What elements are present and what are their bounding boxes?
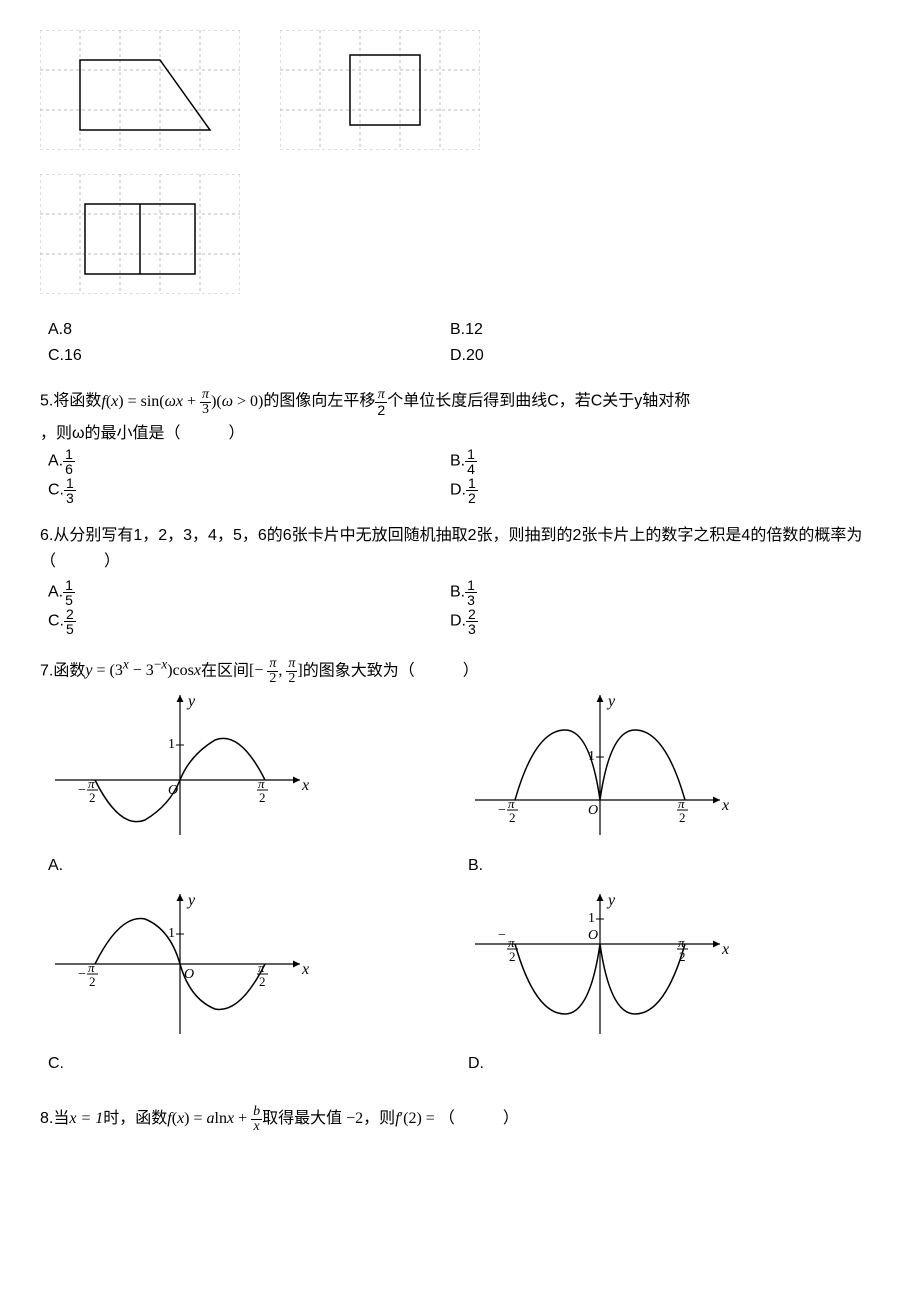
grid-trapezoid	[40, 30, 240, 159]
svg-text:O: O	[588, 803, 598, 818]
q7-graph-a: y x O 1 − π 2 π 2 A.	[40, 690, 460, 878]
question-4-figures: A.8 B.12 C.16 D.20	[40, 30, 890, 368]
q6-option-d: D.23	[450, 607, 890, 636]
q5-option-a: A.16	[40, 447, 450, 476]
q7-graph-c: y x O 1 − π 2 π 2 C.	[40, 889, 460, 1077]
svg-text:1: 1	[168, 737, 175, 752]
q4-option-a: A.8	[40, 317, 450, 343]
svg-text:π: π	[508, 796, 515, 811]
svg-text:π: π	[88, 776, 95, 791]
q6-text: 6.从分别写有1，2，3，4，5，6的6张卡片中无放回随机抽取2张，则抽到的2张…	[40, 523, 890, 574]
grid-square	[280, 30, 480, 159]
q8-cond: x = 1	[69, 1110, 103, 1127]
q7-mid: 在区间	[201, 662, 249, 679]
svg-text:π: π	[678, 935, 685, 950]
svg-text:y: y	[606, 892, 616, 909]
svg-text:π: π	[508, 935, 515, 950]
svg-text:2: 2	[259, 790, 266, 805]
q5-option-b: B.14	[450, 447, 890, 476]
grid-row-1	[40, 30, 890, 159]
svg-text:x: x	[301, 777, 309, 794]
q8-formula: f(x) = alnx + bx	[167, 1110, 262, 1127]
question-7: 7.函数y = (3x − 3−x)cosx在区间[− π2, π2]的图象大致…	[40, 654, 890, 1087]
q7-graph-b: y x O 1 − π 2 π 2 B.	[460, 690, 880, 878]
q7-graph-options: y x O 1 − π 2 π 2 A. y x	[40, 690, 890, 1086]
q7-label-b: B.	[460, 853, 880, 879]
q4-options: A.8 B.12	[40, 317, 890, 343]
svg-text:2: 2	[679, 810, 686, 825]
q4-option-d: D.20	[450, 343, 890, 369]
q8-mid2: 取得最大值	[262, 1110, 342, 1127]
q4-option-b: B.12	[450, 317, 890, 343]
svg-text:2: 2	[89, 790, 96, 805]
svg-text:2: 2	[679, 949, 686, 964]
q7-label-a: A.	[40, 853, 460, 879]
svg-text:2: 2	[89, 974, 96, 989]
q5-mid: 的图像向左平移	[263, 393, 375, 410]
q7-formula2: [− π2, π2]	[249, 662, 303, 679]
svg-text:−: −	[498, 928, 506, 943]
q8-mid3: ，则	[363, 1110, 395, 1127]
svg-text:1: 1	[588, 749, 595, 764]
q7-graph-d: y x O 1 − π 2 π 2 D.	[460, 889, 880, 1077]
q5-option-c: C.13	[40, 476, 450, 505]
q8-suffix: （ ）	[439, 1110, 519, 1127]
svg-text:y: y	[186, 693, 196, 710]
svg-text:−: −	[498, 803, 506, 818]
svg-text:y: y	[186, 892, 196, 909]
grid-row-2	[40, 174, 890, 303]
question-6: 6.从分别写有1，2，3，4，5，6的6张卡片中无放回随机抽取2张，则抽到的2张…	[40, 523, 890, 636]
q8-prefix: 8.当	[40, 1110, 69, 1127]
svg-text:x: x	[721, 941, 729, 958]
q8-f2: f′(2) =	[395, 1110, 439, 1127]
q4-option-c: C.16	[40, 343, 450, 369]
q5-option-d: D.12	[450, 476, 890, 505]
svg-text:O: O	[588, 928, 598, 943]
q7-prefix: 7.函数	[40, 662, 85, 679]
q5-prefix: 5.将函数	[40, 393, 101, 410]
q6-option-c: C.25	[40, 607, 450, 636]
q8-mid1: 时，函数	[103, 1110, 167, 1127]
svg-text:x: x	[301, 961, 309, 978]
svg-text:x: x	[721, 797, 729, 814]
svg-text:O: O	[168, 783, 178, 798]
q6-option-b: B.13	[450, 578, 890, 607]
q5-line2: ，则ω的最小值是（ ）	[40, 421, 890, 447]
grid-rectangle	[40, 174, 240, 303]
svg-text:π: π	[88, 960, 95, 975]
q5-formula: f(x) = sin(ωx + π3)(ω > 0)	[101, 393, 263, 410]
svg-text:π: π	[258, 776, 265, 791]
svg-text:−: −	[78, 783, 86, 798]
svg-text:1: 1	[168, 926, 175, 941]
question-5: 5.将函数f(x) = sin(ωx + π3)(ω > 0)的图像向左平移π2…	[40, 386, 890, 505]
question-8: 8.当x = 1时，函数f(x) = alnx + bx取得最大值 −2，则f′…	[40, 1105, 890, 1134]
svg-text:O: O	[184, 967, 194, 982]
svg-text:2: 2	[509, 810, 516, 825]
svg-text:2: 2	[509, 949, 516, 964]
q4-options-2: C.16 D.20	[40, 343, 890, 369]
svg-text:1: 1	[588, 911, 595, 926]
svg-text:y: y	[606, 693, 616, 710]
q8-val: −2	[342, 1110, 363, 1127]
q7-formula1: y = (3x − 3−x)cosx	[85, 662, 201, 679]
q7-suffix: 的图象大致为（ ）	[303, 662, 479, 679]
svg-text:π: π	[678, 796, 685, 811]
q5-suffix: 个单位长度后得到曲线C，若C关于y轴对称	[387, 393, 690, 410]
q6-option-a: A.15	[40, 578, 450, 607]
svg-text:−: −	[78, 967, 86, 982]
q7-label-c: C.	[40, 1051, 460, 1077]
svg-text:π: π	[258, 960, 265, 975]
svg-text:2: 2	[259, 974, 266, 989]
q7-label-d: D.	[460, 1051, 880, 1077]
